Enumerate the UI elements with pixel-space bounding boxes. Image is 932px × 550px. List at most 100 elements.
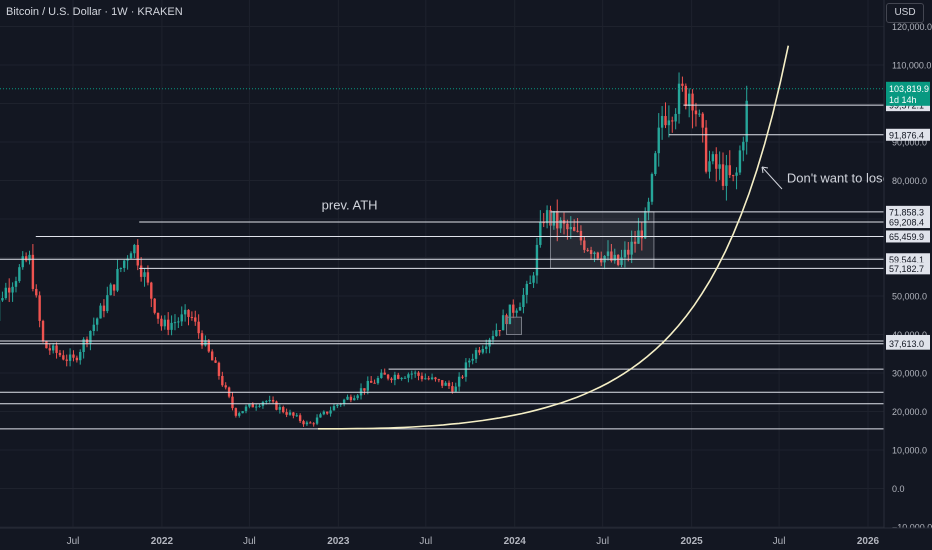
candle	[515, 310, 518, 313]
candle	[180, 314, 183, 322]
candle	[512, 304, 515, 313]
candle	[633, 241, 637, 244]
candle	[478, 350, 481, 353]
candle	[552, 210, 556, 226]
x-tick-label: Jul	[243, 536, 256, 547]
candle	[647, 201, 650, 212]
level-label-bg	[886, 205, 930, 218]
candle	[366, 380, 370, 391]
candle	[542, 222, 545, 224]
candle	[8, 287, 11, 293]
candle	[447, 382, 451, 387]
candle	[373, 382, 376, 384]
candle	[461, 376, 464, 378]
candle	[116, 269, 119, 291]
candle	[4, 287, 8, 299]
candle	[369, 380, 373, 383]
candle	[457, 376, 461, 387]
candle	[123, 260, 126, 268]
candle	[143, 272, 146, 277]
candle	[1, 298, 4, 301]
candle	[292, 412, 295, 416]
candle	[718, 164, 721, 169]
candle	[160, 318, 163, 327]
range-box	[549, 211, 655, 269]
time-axis	[0, 528, 932, 550]
candle	[251, 403, 254, 408]
candle	[241, 411, 244, 414]
candle	[376, 377, 380, 384]
candle	[616, 254, 620, 265]
candle	[221, 375, 224, 386]
candle	[644, 211, 647, 239]
candle	[248, 403, 251, 407]
level-label: 37,613.0	[889, 339, 924, 349]
candle	[45, 341, 48, 349]
candle	[451, 386, 454, 392]
candle	[420, 375, 424, 380]
y-tick-label: 80,000.0	[892, 176, 927, 186]
candle	[129, 253, 133, 259]
candle	[694, 110, 698, 115]
candle	[488, 339, 491, 347]
candle	[51, 345, 55, 351]
candle	[589, 250, 593, 255]
x-tick-label: 2023	[327, 536, 350, 547]
x-tick-label: 2026	[857, 536, 880, 547]
candle	[495, 330, 498, 337]
candle	[329, 410, 332, 414]
x-tick-label: Jul	[773, 536, 786, 547]
candle	[528, 282, 532, 284]
candle	[413, 372, 417, 374]
candle	[177, 321, 180, 323]
candle	[674, 113, 677, 122]
candle	[434, 377, 437, 380]
candle	[319, 414, 322, 418]
candle	[55, 345, 58, 353]
candle	[183, 309, 187, 315]
candle	[620, 257, 623, 265]
candle	[82, 339, 85, 353]
candle	[522, 294, 525, 308]
candle	[397, 374, 400, 379]
candle	[715, 154, 718, 169]
candle	[637, 230, 640, 244]
candle	[139, 265, 143, 277]
candle	[569, 227, 572, 230]
bar-countdown: 1d 14h	[889, 95, 917, 105]
candle	[485, 346, 488, 349]
candle	[31, 254, 35, 289]
annotation-note: Don't want to lose thi	[787, 170, 907, 185]
candle	[356, 395, 359, 399]
candle	[627, 249, 630, 255]
candle	[62, 355, 65, 360]
candle	[441, 380, 444, 386]
candle	[630, 241, 633, 255]
candle	[600, 258, 603, 263]
x-tick-label: Jul	[67, 536, 80, 547]
candle	[315, 417, 319, 424]
candle	[41, 320, 45, 342]
y-tick-label: 120,000.0	[892, 22, 932, 32]
currency-button[interactable]: USD	[886, 3, 924, 23]
level-label-bg	[886, 337, 930, 350]
level-label: 91,876.4	[889, 130, 924, 140]
candle	[342, 399, 346, 404]
candle	[491, 336, 495, 340]
candle	[163, 319, 167, 327]
level-label: 65,459.9	[889, 232, 924, 242]
candle	[407, 374, 410, 378]
candle	[200, 333, 204, 346]
candle	[275, 401, 278, 410]
current-price-label: 103,819.9	[889, 84, 929, 94]
chart-title: Bitcoin / U.S. Dollar · 1W · KRAKEN	[6, 6, 183, 18]
candle	[173, 322, 177, 324]
candle	[613, 254, 616, 261]
candle	[610, 251, 613, 261]
candle	[18, 267, 21, 282]
annotation-arrow	[761, 166, 783, 190]
level-label: 57,182.7	[889, 264, 924, 274]
candle	[136, 244, 139, 266]
candle	[190, 316, 194, 318]
